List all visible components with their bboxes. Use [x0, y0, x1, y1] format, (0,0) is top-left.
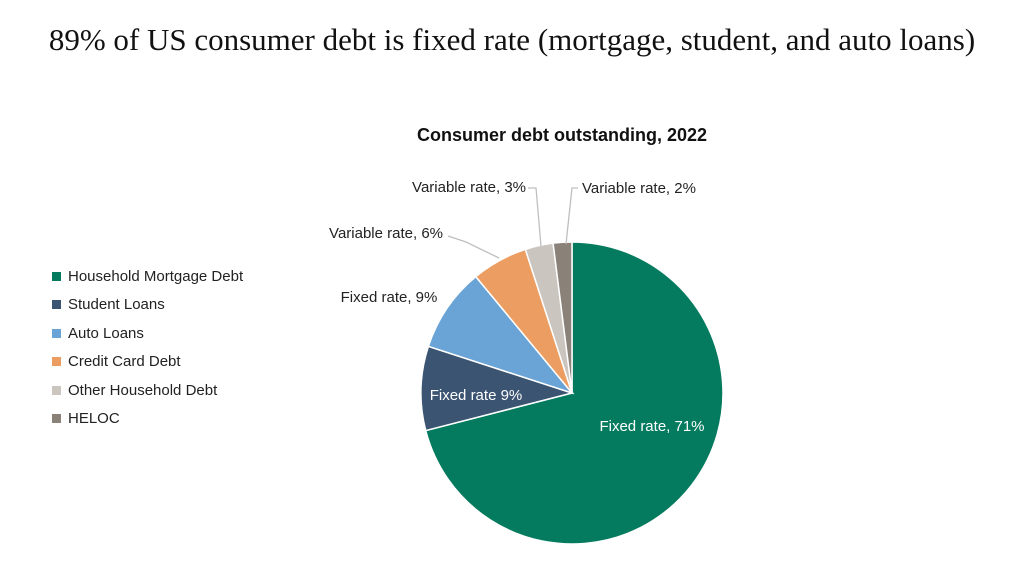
pie-slice-heloc [552, 241, 573, 394]
legend-swatch [52, 271, 61, 281]
leader-lines [447, 187, 578, 259]
legend-swatch [52, 328, 61, 338]
legend-swatch [52, 414, 61, 424]
legend-label: Credit Card Debt [68, 353, 181, 371]
legend-swatch [52, 385, 61, 395]
slide-headline: 89% of US consumer debt is fixed rate (m… [48, 22, 976, 57]
pie-slice-auto-loans [427, 275, 575, 395]
slice-label-auto-loans: Fixed rate, 9% [341, 289, 438, 306]
legend-label: Student Loans [68, 296, 165, 314]
legend-label: Household Mortgage Debt [68, 267, 244, 285]
slice-label-credit-card-debt: Variable rate, 6% [329, 225, 443, 242]
leader-line-credit-card-debt [447, 235, 500, 259]
slice-label-other-household-debt: Variable rate, 3% [412, 179, 526, 196]
legend-swatch [52, 357, 61, 367]
legend-label: HELOC [68, 410, 120, 428]
legend-label: Other Household Debt [68, 381, 218, 399]
legend-swatch [52, 300, 61, 310]
slice-label-student-loans: Fixed rate 9% [430, 387, 523, 404]
slice-label-heloc: Variable rate, 2% [582, 180, 696, 197]
pie-slice-student-loans [420, 345, 575, 432]
leader-line-other-household-debt [528, 187, 542, 247]
slice-label-household-mortgage-debt: Fixed rate, 71% [599, 418, 704, 435]
chart-legend: Household Mortgage Debt Student Loans Au… [52, 262, 243, 433]
legend-item-credit-card-debt: Credit Card Debt [52, 348, 243, 377]
legend-label: Auto Loans [68, 324, 144, 342]
legend-item-student-loans: Student Loans [52, 291, 243, 320]
slice-labels: Fixed rate, 71% Fixed rate 9% Fixed rate, … [329, 179, 704, 435]
pie-slices [420, 241, 724, 545]
legend-item-auto-loans: Auto Loans [52, 319, 243, 348]
chart-title: Consumer debt outstanding, 2022 [416, 125, 708, 145]
leader-line-heloc [565, 187, 578, 245]
legend-item-heloc: HELOC [52, 405, 243, 434]
legend-item-other-household-debt: Other Household Debt [52, 376, 243, 405]
pie-slice-household-mortgage-debt [424, 241, 724, 545]
legend-item-household-mortgage-debt: Household Mortgage Debt [52, 262, 243, 291]
